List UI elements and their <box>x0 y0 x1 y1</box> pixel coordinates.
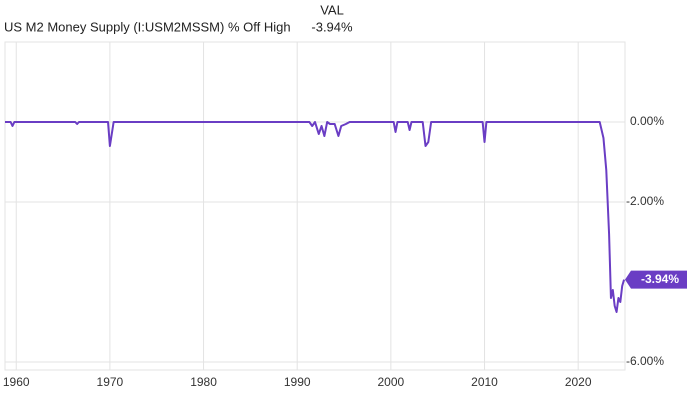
y-tick-label: 0.00% <box>630 114 664 128</box>
chart-title: US M2 Money Supply (I:USM2MSSM) % Off Hi… <box>4 19 291 34</box>
current-value: -3.94% <box>311 19 353 34</box>
x-tick-label: 1960 <box>3 375 30 389</box>
x-tick-label: 2000 <box>378 375 405 389</box>
x-tick-label: 2010 <box>471 375 498 389</box>
column-header: VAL <box>320 2 344 17</box>
x-tick-label: 1970 <box>97 375 124 389</box>
x-tick-label: 1990 <box>284 375 311 389</box>
x-tick-label: 2020 <box>565 375 592 389</box>
x-tick-label: 1980 <box>190 375 217 389</box>
plot-frame <box>4 41 626 371</box>
data-line <box>5 121 626 313</box>
value-badge <box>625 270 687 289</box>
y-tick-label: -6.00% <box>626 354 664 368</box>
y-tick-label: -2.00% <box>626 194 664 208</box>
value-badge-label: -3.94% <box>641 272 679 286</box>
